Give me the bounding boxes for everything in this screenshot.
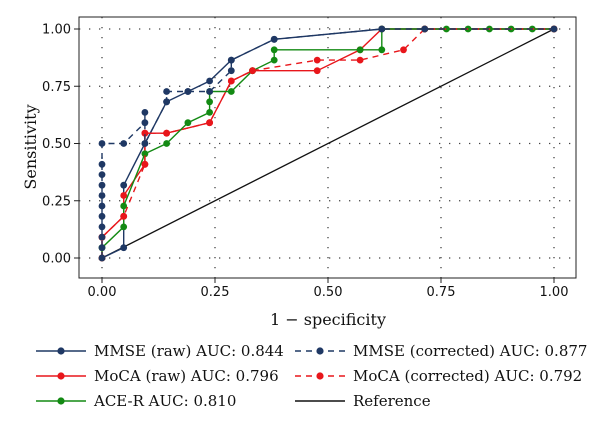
data-point bbox=[227, 56, 235, 64]
series-acer-4 bbox=[98, 25, 558, 262]
data-point bbox=[163, 88, 171, 95]
data-point bbox=[356, 46, 364, 54]
data-point bbox=[443, 25, 450, 33]
legend-label: MoCA (raw) AUC: 0.796 bbox=[94, 367, 279, 385]
data-point bbox=[270, 35, 278, 43]
data-point bbox=[184, 88, 192, 95]
y-tick-label: 0.25 bbox=[42, 194, 71, 209]
data-point bbox=[206, 88, 214, 95]
data-point bbox=[120, 202, 128, 210]
data-point bbox=[356, 56, 364, 64]
legend-label: ACE-R AUC: 0.810 bbox=[93, 392, 236, 410]
data-point bbox=[227, 77, 235, 85]
x-tick-label: 0.00 bbox=[88, 285, 117, 300]
y-tick-label: 1.00 bbox=[42, 23, 71, 38]
data-point bbox=[163, 129, 171, 137]
data-point bbox=[120, 192, 128, 199]
data-point bbox=[141, 109, 149, 116]
data-point bbox=[120, 223, 128, 231]
data-point bbox=[98, 171, 106, 179]
data-point bbox=[98, 244, 106, 252]
data-point bbox=[98, 254, 106, 262]
data-point bbox=[249, 67, 256, 75]
series-line bbox=[101, 28, 555, 259]
data-point bbox=[313, 67, 321, 75]
x-tick-label: 1.00 bbox=[540, 285, 569, 300]
series-line bbox=[101, 28, 554, 258]
legend-item: MMSE (corrected) AUC: 0.877 bbox=[295, 342, 587, 360]
y-tick-label: 0.50 bbox=[42, 137, 71, 152]
data-point bbox=[120, 212, 128, 220]
legend-swatch-marker bbox=[57, 397, 65, 405]
legend-label: MMSE (raw) AUC: 0.844 bbox=[94, 342, 284, 360]
data-point bbox=[98, 181, 106, 189]
x-tick-label: 0.75 bbox=[427, 285, 456, 300]
data-point bbox=[98, 212, 106, 220]
data-point bbox=[378, 25, 386, 33]
data-point bbox=[550, 25, 558, 33]
y-axis-title: Sensitivity bbox=[21, 104, 40, 189]
legend-label: Reference bbox=[353, 392, 431, 410]
legend-swatch-marker bbox=[57, 347, 65, 355]
data-point bbox=[227, 67, 235, 75]
series-line bbox=[101, 28, 554, 258]
x-tick-label: 0.50 bbox=[314, 285, 343, 300]
data-point bbox=[206, 98, 214, 106]
data-point bbox=[98, 160, 106, 168]
legend-item: MMSE (raw) AUC: 0.844 bbox=[36, 342, 284, 360]
legend-swatch-marker bbox=[316, 372, 324, 380]
data-point bbox=[421, 25, 429, 33]
data-point bbox=[163, 140, 171, 147]
legend-item: Reference bbox=[295, 392, 431, 410]
data-point bbox=[120, 244, 128, 252]
data-point bbox=[141, 150, 149, 158]
data-point bbox=[270, 46, 278, 54]
data-point bbox=[184, 119, 192, 127]
axes: 0.00 0.25 0.50 0.75 1.00 0.00 0.25 0.50 0.75 1.00 bbox=[42, 23, 568, 301]
data-point bbox=[98, 192, 106, 199]
legend: MMSE (raw) AUC: 0.844 MMSE (corrected) AU… bbox=[36, 342, 587, 410]
data-point bbox=[120, 140, 128, 147]
data-point bbox=[98, 223, 106, 231]
data-point bbox=[400, 46, 407, 54]
data-point bbox=[98, 233, 106, 241]
data-point bbox=[313, 56, 321, 64]
data-point bbox=[141, 129, 149, 137]
data-point bbox=[98, 140, 106, 147]
legend-item: MoCA (raw) AUC: 0.796 bbox=[36, 367, 279, 385]
data-point bbox=[98, 202, 106, 210]
legend-item: ACE-R AUC: 0.810 bbox=[36, 392, 236, 410]
data-point bbox=[141, 160, 149, 168]
data-point bbox=[120, 181, 128, 189]
series-reference-5 bbox=[101, 28, 555, 259]
data-point bbox=[206, 109, 214, 116]
series-mmse-1 bbox=[98, 25, 558, 262]
data-point bbox=[206, 77, 214, 85]
x-tick-label: 0.25 bbox=[201, 285, 230, 300]
legend-label: MoCA (corrected) AUC: 0.792 bbox=[353, 367, 582, 385]
y-tick-label: 0.00 bbox=[42, 252, 71, 267]
legend-label: MMSE (corrected) AUC: 0.877 bbox=[353, 342, 587, 360]
data-point bbox=[141, 119, 149, 127]
x-axis-title: 1 − specificity bbox=[270, 310, 386, 329]
y-tick-label: 0.75 bbox=[42, 80, 71, 95]
series-layer bbox=[98, 25, 558, 262]
data-point bbox=[378, 46, 386, 54]
legend-item: MoCA (corrected) AUC: 0.792 bbox=[295, 367, 582, 385]
legend-swatch-marker bbox=[57, 372, 65, 380]
legend-swatch-marker bbox=[316, 347, 324, 355]
data-point bbox=[141, 140, 149, 147]
data-point bbox=[270, 56, 278, 64]
data-point bbox=[163, 98, 171, 106]
data-point bbox=[227, 88, 235, 95]
data-point bbox=[206, 119, 214, 127]
